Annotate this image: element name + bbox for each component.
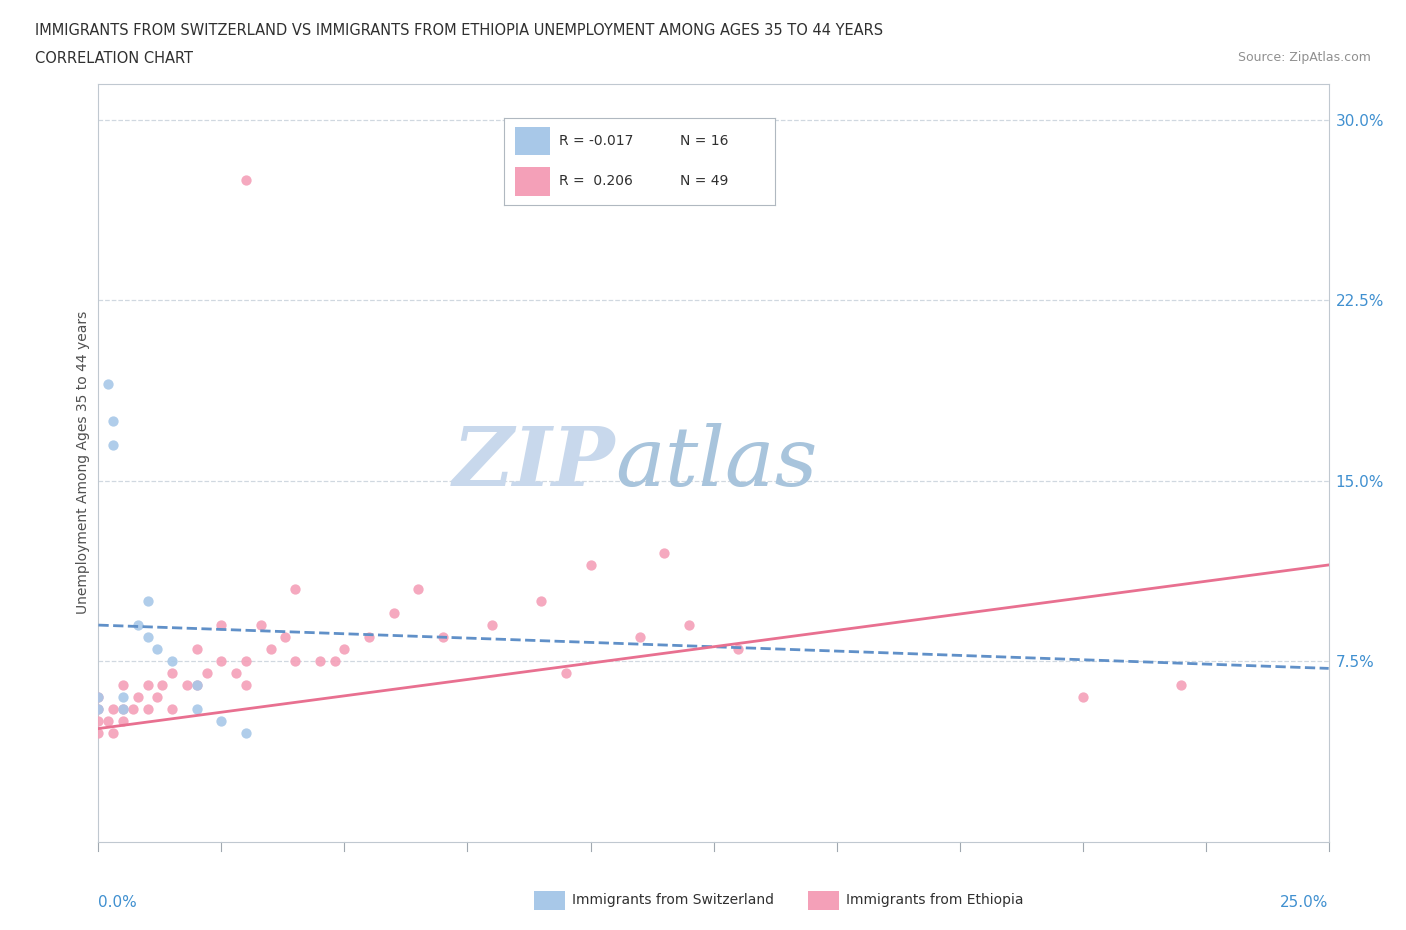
Point (309, 654, 332, 669)
Point (727, 642, 749, 657)
Bar (515, 126, 550, 155)
Text: R = -0.017: R = -0.017 (558, 134, 633, 149)
Point (122, 702, 145, 717)
Point (555, 666, 578, 681)
Point (579, 557, 602, 572)
Point (136, 630, 159, 644)
Point (87, 702, 110, 717)
Point (260, 642, 283, 657)
Point (274, 630, 297, 644)
Point (136, 702, 159, 717)
Text: atlas: atlas (616, 422, 817, 503)
Point (112, 702, 135, 717)
Point (225, 666, 247, 681)
Point (112, 702, 135, 717)
Point (103, 437, 125, 452)
Bar (515, 167, 550, 196)
Point (127, 618, 149, 632)
Point (103, 702, 125, 717)
Point (87, 690, 110, 705)
Point (186, 678, 208, 693)
Point (186, 642, 208, 657)
Text: 0.0%: 0.0% (98, 895, 138, 910)
Point (323, 654, 346, 669)
Point (87, 726, 110, 741)
Y-axis label: Unemployment Among Ages 35 to 44 years: Unemployment Among Ages 35 to 44 years (76, 311, 90, 615)
Point (284, 654, 307, 669)
Point (146, 642, 169, 657)
Point (162, 702, 183, 717)
Point (654, 546, 676, 561)
Point (103, 413, 125, 428)
Point (530, 593, 553, 608)
Text: Immigrants from Ethiopia: Immigrants from Ethiopia (846, 893, 1024, 908)
Point (112, 714, 135, 729)
Point (359, 630, 381, 644)
Point (195, 666, 218, 681)
Text: IMMIGRANTS FROM SWITZERLAND VS IMMIGRANTS FROM ETHIOPIA UNEMPLOYMENT AMONG AGES : IMMIGRANTS FROM SWITZERLAND VS IMMIGRANT… (35, 23, 883, 38)
Point (1071, 690, 1094, 705)
Point (235, 172, 257, 187)
Point (162, 654, 183, 669)
Point (146, 690, 169, 705)
Point (211, 714, 233, 729)
Point (176, 678, 198, 693)
Point (152, 678, 174, 693)
Point (211, 618, 233, 632)
Point (333, 642, 356, 657)
Point (235, 726, 257, 741)
Point (481, 618, 503, 632)
Point (186, 678, 208, 693)
Point (432, 630, 454, 644)
Point (112, 678, 135, 693)
Point (408, 581, 430, 596)
Point (211, 654, 233, 669)
Point (136, 593, 159, 608)
Point (235, 678, 257, 693)
Point (628, 630, 651, 644)
Point (87, 702, 110, 717)
Text: Immigrants from Switzerland: Immigrants from Switzerland (572, 893, 775, 908)
Point (112, 690, 135, 705)
Point (87, 714, 110, 729)
Point (162, 666, 183, 681)
Point (97, 377, 120, 392)
Text: N = 16: N = 16 (681, 134, 728, 149)
Point (97, 714, 120, 729)
Point (87, 690, 110, 705)
Point (250, 618, 273, 632)
Text: ZIP: ZIP (453, 422, 616, 503)
Text: 25.0%: 25.0% (1281, 895, 1329, 910)
Point (136, 678, 159, 693)
Point (103, 726, 125, 741)
Text: N = 49: N = 49 (681, 175, 728, 189)
Text: CORRELATION CHART: CORRELATION CHART (35, 51, 193, 66)
Point (186, 702, 208, 717)
Point (1170, 678, 1192, 693)
Text: R =  0.206: R = 0.206 (558, 175, 633, 189)
Point (127, 690, 149, 705)
Point (678, 618, 700, 632)
Text: Source: ZipAtlas.com: Source: ZipAtlas.com (1237, 51, 1371, 64)
Point (235, 654, 257, 669)
Point (284, 581, 307, 596)
Point (382, 605, 405, 620)
